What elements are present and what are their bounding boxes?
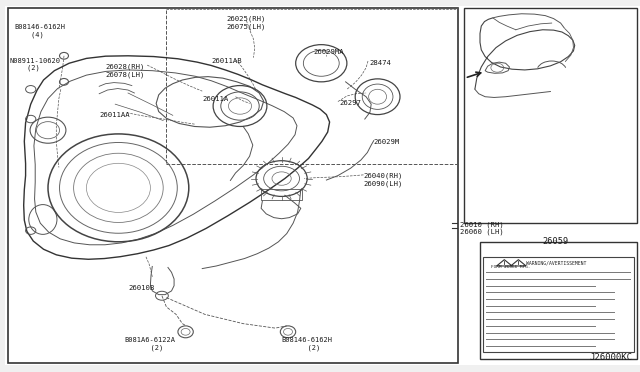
Text: 26059: 26059 (542, 237, 569, 246)
Text: 26029M: 26029M (374, 139, 400, 145)
Text: B08146-6162H
    (4): B08146-6162H (4) (14, 24, 65, 38)
Text: 28474: 28474 (370, 60, 392, 65)
Bar (480, 242, 637, 359)
Text: 26029MA: 26029MA (314, 49, 344, 55)
Text: 26011A: 26011A (202, 96, 228, 102)
Text: 26011AB: 26011AB (211, 58, 242, 64)
Bar (8, 8, 458, 363)
Text: WARNING/AVERTISSEMENT: WARNING/AVERTISSEMENT (526, 260, 586, 265)
Text: 26011AA: 26011AA (99, 112, 130, 118)
Text: N08911-10620
    (2): N08911-10620 (2) (10, 58, 61, 71)
Text: 26040(RH)
26090(LH): 26040(RH) 26090(LH) (364, 173, 403, 187)
Text: FORM #6666 MFG.: FORM #6666 MFG. (491, 265, 531, 269)
Text: 26297: 26297 (339, 100, 361, 106)
Text: J26000KC: J26000KC (589, 353, 632, 362)
Bar (261, 189, 302, 200)
Bar (166, 8, 458, 164)
Text: B081A6-6122A
      (2): B081A6-6122A (2) (125, 337, 176, 351)
Text: B08146-6162H
      (2): B08146-6162H (2) (282, 337, 333, 351)
Bar (483, 257, 634, 352)
Text: 26010B: 26010B (128, 285, 154, 291)
Bar (464, 8, 637, 223)
Text: 26010 (RH)
26060 (LH): 26010 (RH) 26060 (LH) (460, 221, 503, 235)
Text: 26025(RH)
26075(LH): 26025(RH) 26075(LH) (227, 16, 266, 30)
Text: 26028(RH)
26078(LH): 26028(RH) 26078(LH) (106, 64, 145, 78)
